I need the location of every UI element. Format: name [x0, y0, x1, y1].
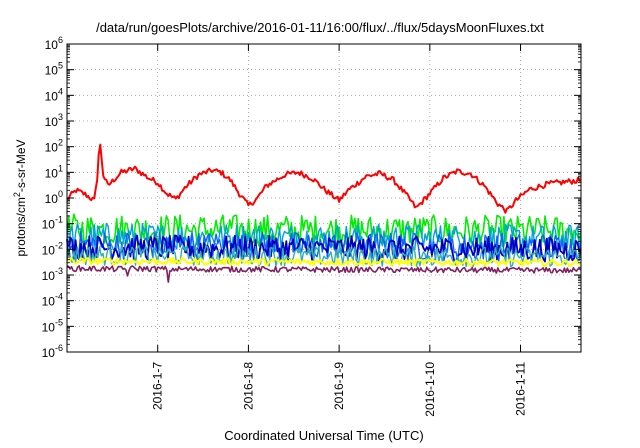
- series-lines: [66, 143, 582, 283]
- x-tick-label: 2016-1-7: [151, 362, 165, 410]
- y-tick-label: 10-5: [42, 317, 63, 334]
- x-axis-label: Coordinated Universal Time (UTC): [224, 428, 424, 443]
- y-tick-label: 10-3: [42, 266, 63, 283]
- x-tick-label: 2016-1-11: [514, 362, 528, 416]
- grid-lines: [67, 44, 581, 352]
- series-line-0: [66, 143, 582, 214]
- y-tick-label: 101: [45, 163, 63, 180]
- axis-ticks: 106 105 104 103 102 101 100 10-1 10-2 10-3 10-4 10-…: [42, 35, 581, 417]
- y-axis-label-wrap: protons/cm2-s-sr-MeV: [0, 44, 40, 352]
- y-tick-label: 10-4: [42, 292, 63, 309]
- series-line-6: [66, 257, 582, 267]
- y-tick-label: 10-1: [42, 215, 63, 232]
- series-line-4: [66, 234, 582, 263]
- y-axis-label: protons/cm2-s-sr-MeV: [12, 139, 28, 257]
- x-tick-label: 2016-1-10: [423, 362, 437, 417]
- y-tick-label: 106: [45, 35, 63, 52]
- y-tick-label: 10-6: [42, 343, 63, 360]
- series-line-7: [66, 265, 582, 283]
- y-tick-label: 10-2: [42, 240, 63, 257]
- y-tick-label: 104: [45, 86, 63, 103]
- y-tick-label: 103: [45, 112, 63, 129]
- y-tick-label: 100: [45, 189, 63, 206]
- chart-title: /data/run/goesPlots/archive/2016-01-11/1…: [96, 20, 544, 35]
- y-tick-label: 105: [45, 61, 63, 78]
- y-tick-label: 102: [45, 138, 63, 155]
- x-tick-label: 2016-1-9: [332, 362, 346, 410]
- x-tick-label: 2016-1-8: [241, 362, 255, 410]
